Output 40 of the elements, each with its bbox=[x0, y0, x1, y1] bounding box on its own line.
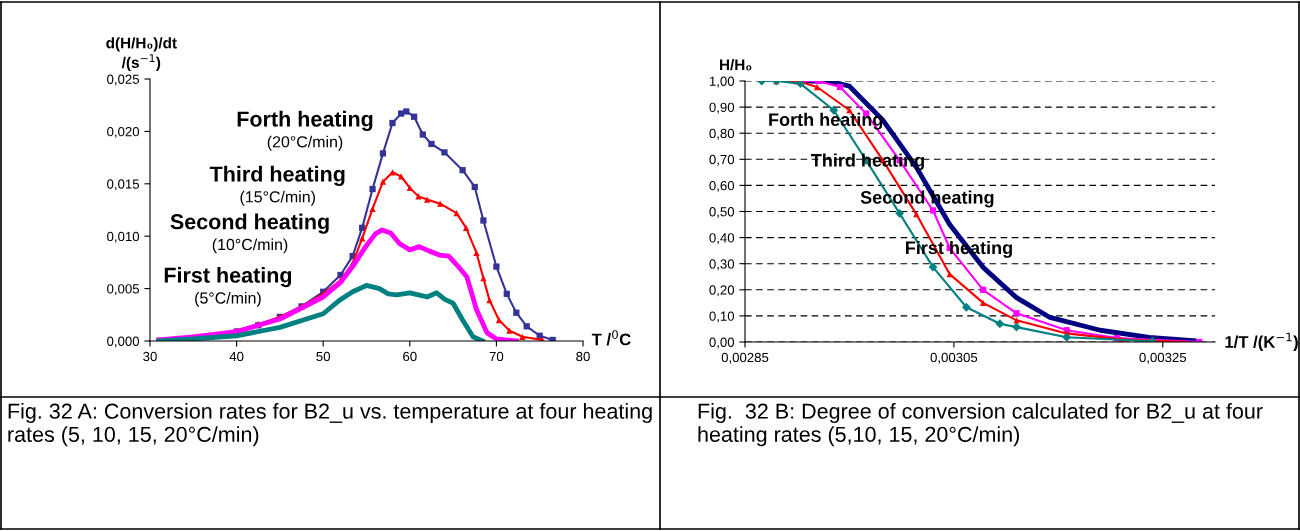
x-tick-label: 0,00305 bbox=[930, 352, 978, 364]
x-tick-label: 30 bbox=[143, 351, 157, 362]
x-axis-title: T /$^{0}$C bbox=[591, 330, 631, 346]
y-tick-label: 0,60 bbox=[709, 180, 735, 192]
y-axis-title: H/H₀ bbox=[720, 58, 752, 71]
x-tick-label: 60 bbox=[403, 351, 417, 362]
x-tick-label: 40 bbox=[229, 351, 244, 362]
annotation: Third heating bbox=[209, 165, 345, 187]
y-tick-label: 1,00 bbox=[709, 76, 735, 88]
annotation: First heating bbox=[164, 266, 292, 288]
y-tick-label: 0,010 bbox=[107, 231, 140, 243]
y-tick-label: 0,000 bbox=[107, 336, 140, 348]
annotation: Second heating bbox=[170, 213, 329, 234]
y-tick-label: 0,80 bbox=[709, 128, 735, 140]
y-tick-label: 0,50 bbox=[709, 207, 735, 218]
y-axis-title: d(H/H₀)/dt /(s$^{−1}$) bbox=[106, 37, 177, 71]
y-tick-label: 0,10 bbox=[709, 311, 735, 323]
annotation: (5°C/min) bbox=[195, 291, 261, 307]
y-tick-label: 0,005 bbox=[107, 284, 140, 296]
annotation: (10°C/min) bbox=[212, 238, 288, 254]
y-tick-label: 0,30 bbox=[709, 259, 735, 271]
y-tick-label: 0,40 bbox=[709, 233, 735, 245]
y-tick-label: 0,90 bbox=[709, 102, 735, 114]
x-tick-label: 0,00285 bbox=[721, 352, 769, 364]
annotation: (20°C/min) bbox=[267, 135, 343, 151]
annotation: Forth heating bbox=[237, 110, 373, 131]
x-axis-title: 1/T /(K$^{−1}$) bbox=[1225, 332, 1298, 352]
y-tick-label: 0,020 bbox=[107, 126, 140, 138]
y-tick-label: 0,015 bbox=[107, 179, 140, 191]
x-tick-label: 0,00325 bbox=[1139, 352, 1187, 364]
y-tick-label: 0,00 bbox=[709, 337, 735, 349]
y-tick-label: 0,70 bbox=[709, 154, 735, 166]
x-tick-label: 50 bbox=[316, 351, 331, 362]
caption: Fig. 32 A: Conversion rates for B2_u vs. temperature at four heating rates (5, 10, 15, 20°C/min) bbox=[8, 403, 652, 447]
x-tick-label: 70 bbox=[489, 351, 504, 362]
x-tick-label: 80 bbox=[576, 351, 590, 362]
y-tick-label: 0,20 bbox=[709, 285, 735, 297]
caption: Fig. 32 B: Degree of conversion calculated for B2_u at four heating rates (5,10, 15, 20°C/min) bbox=[698, 403, 1263, 447]
annotation: (15°C/min) bbox=[240, 190, 315, 206]
y-tick-label: 0,025 bbox=[107, 74, 140, 86]
